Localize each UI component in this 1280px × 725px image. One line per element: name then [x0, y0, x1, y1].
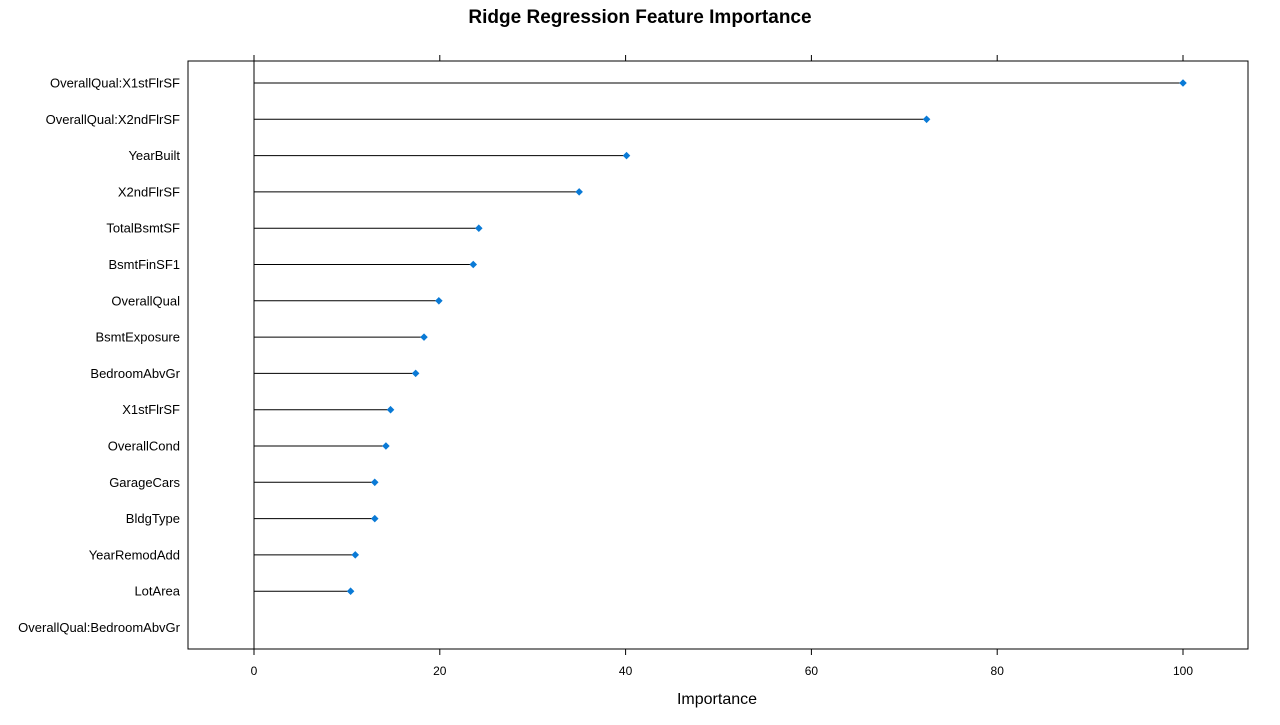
x-tick-label: 20 — [433, 664, 447, 678]
importance-point — [371, 478, 379, 487]
importance-point — [346, 587, 355, 595]
x-tick-label: 60 — [805, 664, 819, 678]
category-label: X2ndFlrSF — [118, 184, 180, 199]
x-tick-label: 0 — [251, 664, 258, 678]
importance-point — [575, 188, 583, 196]
category-label: TotalBsmtSF — [106, 221, 180, 236]
category-label: BsmtExposure — [95, 330, 180, 345]
category-label: BldgType — [126, 511, 180, 526]
y-axis-labels: OverallQual:X1stFlrSF OverallQual:X2ndFlr… — [18, 76, 181, 636]
importance-point — [411, 369, 420, 378]
category-label: LotArea — [134, 584, 180, 599]
plot-frame — [187, 60, 1249, 650]
category-label: OverallQual:BedroomAbvGr — [18, 620, 181, 635]
importance-point — [371, 514, 379, 523]
importance-point — [420, 333, 428, 341]
data-marks — [254, 79, 1187, 595]
importance-point — [386, 405, 395, 414]
importance-point — [351, 551, 360, 559]
importance-point — [622, 151, 631, 160]
category-label: OverallCond — [108, 439, 180, 454]
x-tick-label: 100 — [1173, 664, 1193, 678]
category-label: GarageCars — [109, 475, 180, 490]
category-label: OverallQual:X1stFlrSF — [50, 76, 180, 91]
category-label: YearBuilt — [128, 148, 180, 163]
category-label: X1stFlrSF — [122, 402, 180, 417]
category-label: BedroomAbvGr — [90, 366, 180, 381]
importance-point — [382, 442, 390, 450]
chart-title: Ridge Regression Feature Importance — [468, 7, 811, 28]
importance-point — [1179, 79, 1187, 87]
x-tick-label: 40 — [619, 664, 633, 678]
importance-point — [922, 115, 931, 124]
category-label: BsmtFinSF1 — [108, 257, 180, 272]
x-axis-label: Importance — [677, 691, 757, 708]
category-label: OverallQual:X2ndFlrSF — [46, 112, 180, 127]
category-label: OverallQual — [111, 293, 180, 308]
importance-point — [469, 260, 478, 269]
x-axis: 0 20 40 60 80 100 — [251, 55, 1193, 678]
x-tick-label: 80 — [991, 664, 1005, 678]
importance-point — [475, 224, 483, 232]
importance-point — [435, 297, 443, 305]
category-label: YearRemodAdd — [89, 547, 180, 562]
